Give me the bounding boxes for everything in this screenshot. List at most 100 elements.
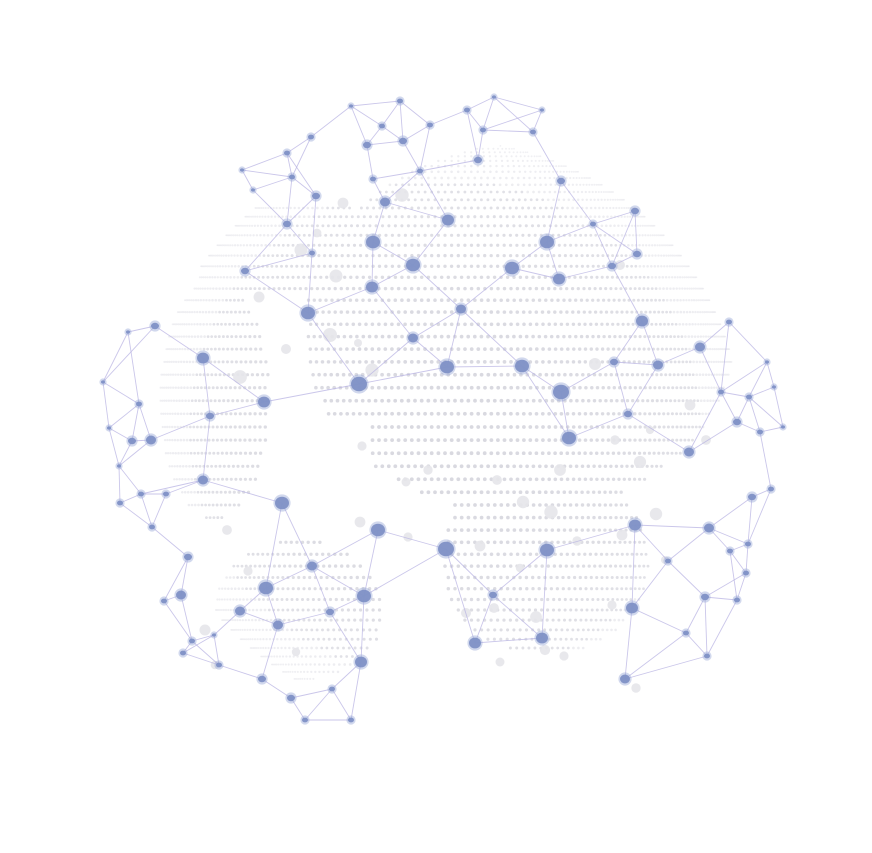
grid-dot: [390, 411, 394, 416]
grid-dot: [677, 360, 681, 364]
grid-dot: [466, 183, 470, 187]
grid-dot: [502, 438, 507, 442]
grid-dot: [541, 198, 545, 202]
grid-dot: [577, 425, 582, 429]
grid-dot: [193, 335, 197, 338]
grid-dot: [587, 564, 591, 568]
grid-dot: [317, 637, 320, 641]
grid-dot: [313, 587, 317, 591]
grid-dot: [653, 244, 657, 247]
grid-dot: [479, 490, 484, 495]
grid-dot: [449, 477, 454, 482]
grid-dot: [512, 464, 517, 469]
grid-dot: [275, 598, 279, 601]
grid-dot: [593, 310, 598, 314]
grid-dot: [429, 286, 434, 291]
grid-dot: [496, 360, 500, 364]
grid-dot: [713, 335, 716, 338]
grid-dot: [673, 276, 677, 279]
grid-dot: [500, 159, 504, 163]
network-node: [746, 394, 752, 400]
network-link: [685, 632, 708, 657]
grid-dot: [538, 155, 540, 158]
grid-dot: [555, 587, 560, 591]
grid-dot: [377, 451, 382, 456]
grid-dot: [304, 655, 308, 658]
grid-dot: [575, 372, 579, 377]
grid-dot: [543, 490, 548, 495]
grid-dot: [512, 298, 516, 302]
grid-dot: [598, 503, 602, 507]
soft-dot: [294, 243, 308, 257]
grid-dot: [206, 347, 209, 351]
grid-dot: [694, 412, 698, 416]
grid-dot: [470, 151, 473, 154]
grid-dot: [603, 503, 607, 507]
grid-dot: [181, 323, 184, 326]
grid-dot: [222, 310, 225, 314]
grid-dot: [430, 243, 434, 247]
grid-dot: [206, 276, 209, 279]
grid-dot: [599, 552, 604, 556]
grid-dot: [351, 411, 356, 416]
grid-dot: [212, 477, 216, 481]
grid-dot: [176, 425, 179, 429]
grid-dot: [601, 628, 605, 632]
grid-dot: [584, 618, 588, 622]
grid-dot: [550, 528, 555, 532]
grid-dot: [690, 386, 694, 390]
grid-dot: [603, 528, 607, 532]
grid-dot: [635, 552, 639, 556]
network-link: [372, 241, 414, 266]
grid-dot: [676, 298, 679, 302]
grid-dot: [284, 646, 287, 650]
grid-dot: [320, 385, 324, 390]
grid-dot: [266, 254, 270, 257]
grid-dot: [547, 215, 551, 219]
grid-dot: [569, 254, 573, 258]
grid-dot: [359, 618, 363, 622]
grid-dot: [297, 677, 300, 680]
grid-dot: [600, 322, 604, 326]
grid-dot: [291, 275, 295, 279]
grid-dot: [254, 647, 257, 649]
grid-dot: [515, 347, 520, 351]
grid-dot: [597, 528, 602, 532]
grid-dot: [482, 477, 487, 482]
grid-dot: [165, 373, 168, 376]
grid-dot: [624, 564, 627, 568]
grid-dot: [453, 503, 457, 507]
grid-dot: [632, 360, 636, 364]
grid-dot: [313, 618, 316, 622]
grid-dot: [524, 628, 529, 632]
grid-dot: [568, 464, 573, 469]
grid-dot: [527, 608, 532, 612]
grid-dot: [275, 254, 279, 258]
grid-dot: [694, 323, 697, 326]
grid-dot: [234, 619, 237, 622]
grid-dot: [463, 253, 467, 258]
grid-dot: [322, 637, 326, 641]
grid-dot: [240, 234, 244, 237]
grid-dot: [689, 276, 692, 279]
grid-dot: [502, 385, 507, 390]
grid-dot: [492, 490, 497, 495]
grid-dot: [586, 528, 590, 532]
grid-dot: [420, 224, 424, 228]
grid-dot: [361, 275, 365, 279]
grid-dot: [350, 224, 353, 228]
grid-dot: [506, 515, 510, 520]
network-node: [355, 656, 367, 668]
grid-dot: [179, 323, 182, 326]
grid-dot: [486, 464, 490, 469]
grid-dot: [348, 334, 353, 339]
grid-dot: [443, 253, 447, 258]
grid-dot: [184, 311, 187, 314]
grid-dot: [377, 608, 382, 612]
grid-dot: [558, 254, 562, 258]
network-node: [251, 188, 255, 192]
grid-dot: [527, 646, 531, 650]
grid-dot: [691, 425, 695, 429]
grid-dot: [457, 155, 460, 158]
grid-dot: [542, 215, 545, 219]
